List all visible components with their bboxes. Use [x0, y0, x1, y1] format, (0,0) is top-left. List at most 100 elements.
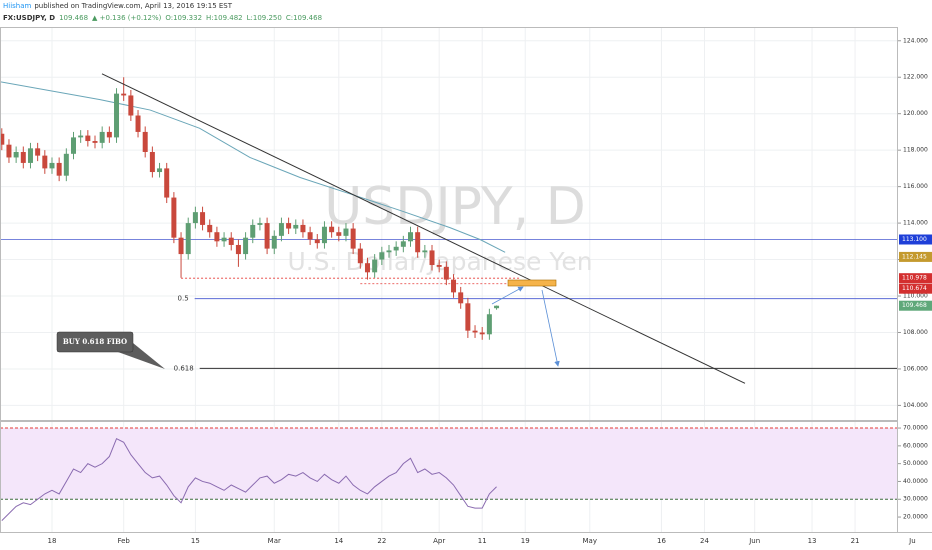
callout-text: BUY 0.618 FIBO [63, 337, 127, 346]
price-frame [0, 27, 898, 421]
candle-body [106, 131, 112, 138]
symbol-line: FX:USDJPY, D 109.468 ▲ +0.136 (+0.12%) O:10… [3, 14, 322, 22]
price-tag-label: 110.978 [902, 275, 927, 282]
y-tick-label: 122.000 [903, 74, 928, 81]
candle-body [465, 303, 471, 331]
candle-body [178, 237, 184, 255]
candle-body [451, 279, 457, 293]
author: Hiisham [3, 2, 32, 10]
watermark-subtitle: U.S. Dollar/Japanese Yen [287, 247, 592, 276]
candle-body [479, 332, 485, 335]
candle-body [472, 330, 478, 333]
low: L:109.250 [247, 14, 282, 22]
candle-body [321, 226, 327, 244]
watermark-title: USDJPY, D [324, 177, 586, 237]
y-tick-label: 108.000 [903, 329, 928, 336]
candle-body [63, 153, 69, 176]
y-tick-label: 30.0000 [903, 496, 928, 503]
candle-body [400, 241, 406, 247]
candle-body [357, 248, 363, 264]
x-tick-label: Mar [268, 537, 281, 545]
x-tick-label: 11 [478, 537, 487, 545]
x-tick-label: May [583, 537, 597, 545]
candle-body [300, 224, 306, 233]
x-tick-label: Ju [908, 537, 916, 545]
candle-body [114, 93, 120, 138]
candle-body [486, 314, 492, 335]
callout-box [56, 331, 134, 353]
candle-body [235, 244, 241, 255]
candle-body [35, 148, 41, 156]
high: H:109.482 [206, 14, 243, 22]
candle-body [458, 292, 464, 304]
x-tick-label: Jun [748, 537, 760, 545]
x-tick-label: 21 [851, 537, 860, 545]
candle-body [350, 228, 356, 249]
candle-body [171, 197, 177, 238]
candle-body [415, 232, 421, 253]
candle-body [164, 168, 170, 198]
y-tick-label: 114.000 [903, 220, 928, 227]
rsi-band-fill [0, 428, 898, 500]
price-tag-label: 112.145 [902, 253, 927, 260]
candle-body [364, 263, 370, 273]
y-tick-label: 50.0000 [903, 460, 928, 467]
candle-body [257, 223, 263, 225]
y-tick-label: 120.000 [903, 110, 928, 117]
y-tick-label: 20.0000 [903, 514, 928, 521]
candle-body [286, 223, 292, 229]
moving-average [0, 81, 506, 253]
candle-body [221, 237, 227, 242]
close: C:109.468 [286, 14, 322, 22]
y-tick-label: 124.000 [903, 37, 928, 44]
candle-body [20, 151, 26, 163]
candle-body [157, 168, 163, 173]
x-tick-label: 16 [657, 537, 666, 545]
candle-body [250, 224, 256, 238]
price-tag [899, 300, 932, 311]
candle-body [422, 250, 428, 253]
candle-body [200, 212, 206, 225]
candle-body [149, 151, 155, 173]
last-price: 109.468 [59, 14, 88, 22]
candle-body [278, 223, 284, 236]
candle-body [271, 235, 277, 249]
y-tick-label: 40.0000 [903, 478, 928, 485]
candle-body [185, 223, 191, 255]
candle-body [121, 93, 127, 96]
candle-body [0, 133, 5, 145]
y-tick-label: 106.000 [903, 365, 928, 372]
header-line: Hiisham published on TradingView.com, Apr… [3, 2, 233, 10]
price-tag-label: 110.674 [902, 285, 927, 292]
price-tag-label: 109.468 [902, 302, 927, 309]
fib-label: 0.5 [178, 295, 189, 303]
arrow [541, 289, 560, 367]
candle-body [443, 266, 449, 280]
candle-body [343, 228, 349, 236]
candle-body [78, 135, 84, 138]
axes: 18 Feb 15 Mar 14 22 Apr 11 19 May 16 24 Jun 13 21 Ju 104… [48, 37, 932, 545]
candle-body [142, 131, 148, 152]
candle-body [429, 250, 435, 266]
candle-body [307, 232, 313, 240]
candle-body [92, 141, 98, 143]
x-tick-label: 14 [334, 537, 343, 545]
candle-body [314, 239, 320, 244]
arrow [491, 286, 524, 305]
price-tag-label: 113.100 [902, 236, 927, 243]
candle-body [56, 162, 62, 176]
x-tick-label: 22 [377, 537, 386, 545]
candle-body [42, 155, 48, 169]
y-tick-label: 60.0000 [903, 442, 928, 449]
target-zone [507, 279, 557, 287]
candle-body [85, 135, 91, 142]
candle-body [336, 232, 342, 236]
candle-body [128, 95, 134, 116]
y-tick-label: 70.0000 [903, 425, 928, 432]
candle-body [372, 259, 378, 273]
candle-body [99, 131, 105, 143]
candle-body [207, 224, 213, 233]
candle-body [264, 223, 270, 249]
x-tick-label: 19 [521, 537, 530, 545]
